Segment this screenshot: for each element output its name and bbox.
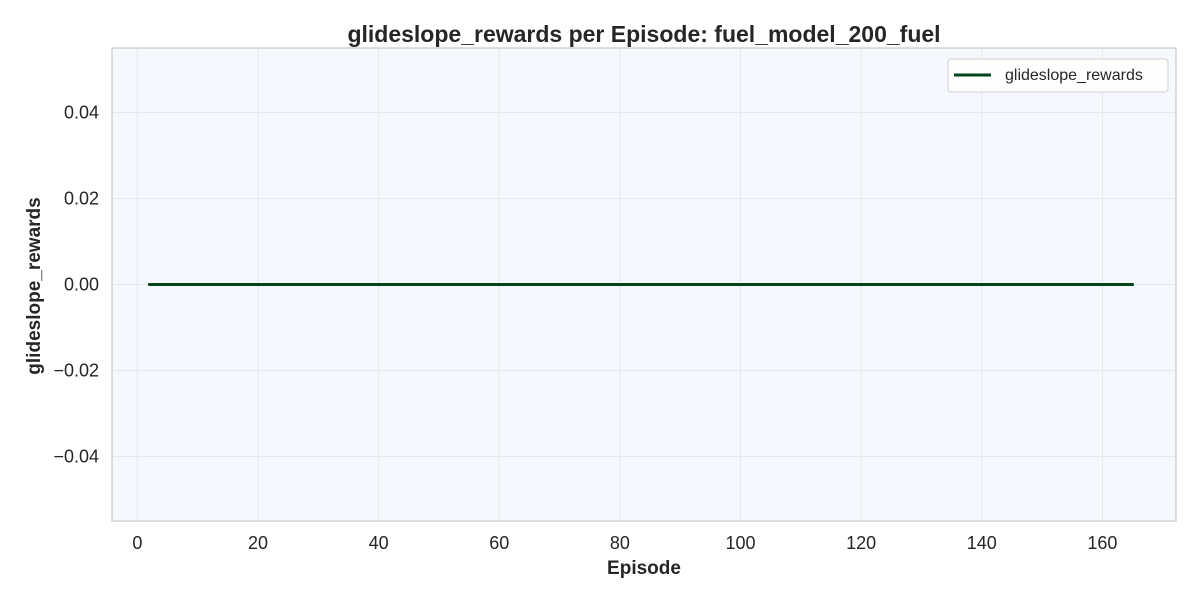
x-tick-label: 0	[132, 533, 142, 553]
x-tick-label: 100	[725, 533, 755, 553]
y-axis-label: glideslope_rewards	[24, 197, 45, 374]
x-tick-label: 120	[846, 533, 876, 553]
y-tick-label: 0.00	[64, 275, 99, 295]
chart-title: glideslope_rewards per Episode: fuel_mod…	[347, 21, 940, 47]
x-axis-ticks: 0 20 40 60 80 100 120 140 160	[132, 533, 1117, 553]
legend: glideslope_rewards	[947, 58, 1169, 93]
x-tick-label: 160	[1087, 533, 1117, 553]
legend-label-glideslope-rewards: glideslope_rewards	[1005, 67, 1143, 84]
y-tick-label: 0.04	[64, 103, 99, 123]
x-tick-label: 60	[489, 533, 509, 553]
axes-frame	[111, 47, 1177, 522]
x-tick-label: 140	[967, 533, 997, 553]
x-tick-label: 20	[248, 533, 268, 553]
y-axis-ticks: 0.04 0.02 0.00 −0.02 −0.04	[53, 103, 99, 467]
x-tick-label: 40	[369, 533, 389, 553]
x-axis-label: Episode	[607, 558, 681, 579]
legend-box	[947, 58, 1169, 93]
y-tick-label: 0.02	[64, 189, 99, 209]
x-tick-label: 80	[610, 533, 630, 553]
y-tick-label: −0.04	[53, 447, 99, 467]
y-tick-label: −0.02	[53, 361, 99, 381]
